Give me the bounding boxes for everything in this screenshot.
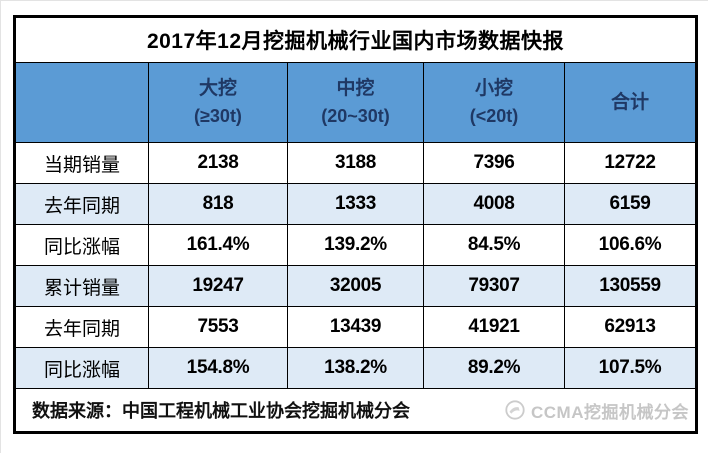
column-header-label: 小挖 <box>474 77 513 99</box>
cell-value: 154.8% <box>148 347 288 389</box>
table-row-yoy-growth: 同比涨幅 161.4% 139.2% 84.5% 106.6% <box>14 224 697 266</box>
cell-value: 12722 <box>564 142 697 184</box>
row-label: 去年同期 <box>14 183 149 225</box>
cell-value: 32005 <box>287 265 424 307</box>
column-header-empty <box>14 62 149 143</box>
table-row-current-sales: 当期销量 2138 3188 7396 12722 <box>14 142 697 184</box>
cell-value: 79307 <box>423 265 565 307</box>
cell-value: 7396 <box>423 142 565 184</box>
cell-value: 7553 <box>148 306 288 348</box>
data-source-text: 数据来源：中国工程机械工业协会挖掘机械分会 <box>32 401 410 421</box>
table-row-cumulative-yoy-growth: 同比涨幅 154.8% 138.2% 89.2% 107.5% <box>14 347 697 389</box>
column-header-small-excavator: 小挖 (<20t) <box>423 62 565 143</box>
cell-value: 62913 <box>564 306 697 348</box>
column-header-range: (≥30t) <box>194 106 242 127</box>
cell-value: 107.5% <box>564 347 697 389</box>
column-header-label: 合计 <box>610 91 649 113</box>
cell-value: 138.2% <box>287 347 424 389</box>
column-header-range: (<20t) <box>469 106 519 127</box>
cell-value: 4008 <box>423 183 565 225</box>
cell-value: 84.5% <box>423 224 565 266</box>
footer: 数据来源：中国工程机械工业协会挖掘机械分会 CCMA挖掘机械分会 <box>16 397 695 423</box>
cell-value: 2138 <box>148 142 288 184</box>
column-header-label: 中挖 <box>336 77 375 99</box>
watermark-text: CCMA挖掘机械分会 <box>531 402 689 422</box>
cell-value: 19247 <box>148 265 288 307</box>
watermark: CCMA挖掘机械分会 <box>504 398 689 423</box>
row-label: 累计销量 <box>14 265 149 307</box>
cell-value: 41921 <box>423 306 565 348</box>
cell-value: 89.2% <box>423 347 565 389</box>
cell-value: 139.2% <box>287 224 424 266</box>
page-title: 2017年12月挖掘机械行业国内市场数据快报 <box>14 16 697 63</box>
column-header-total: 合计 <box>564 62 697 143</box>
table-footer-row: 数据来源：中国工程机械工业协会挖掘机械分会 CCMA挖掘机械分会 <box>14 388 697 433</box>
cell-value: 130559 <box>564 265 697 307</box>
row-label: 同比涨幅 <box>14 224 149 266</box>
cell-value: 161.4% <box>148 224 288 266</box>
cell-value: 3188 <box>287 142 424 184</box>
cell-value: 106.6% <box>564 224 697 266</box>
ccma-logo-icon <box>505 400 525 420</box>
cell-value: 13439 <box>287 306 424 348</box>
column-header-large-excavator: 大挖 (≥30t) <box>148 62 288 143</box>
cell-value: 6159 <box>564 183 697 225</box>
row-label: 当期销量 <box>14 142 149 184</box>
row-label: 去年同期 <box>14 306 149 348</box>
table-row-cumulative-sales: 累计销量 19247 32005 79307 130559 <box>14 265 697 307</box>
column-header-label: 大挖 <box>198 77 237 99</box>
column-header-range: (20~30t) <box>321 106 390 127</box>
market-data-table: 2017年12月挖掘机械行业国内市场数据快报 大挖 (≥30t) 中挖 (20~… <box>13 15 698 434</box>
table-row-last-year-cumulative: 去年同期 7553 13439 41921 62913 <box>14 306 697 348</box>
cell-value: 1333 <box>287 183 424 225</box>
table-header-row: 大挖 (≥30t) 中挖 (20~30t) 小挖 (<20t) 合计 <box>14 62 697 143</box>
column-header-medium-excavator: 中挖 (20~30t) <box>287 62 424 143</box>
row-label: 同比涨幅 <box>14 347 149 389</box>
table-title-row: 2017年12月挖掘机械行业国内市场数据快报 <box>14 16 697 63</box>
table-row-last-year-period: 去年同期 818 1333 4008 6159 <box>14 183 697 225</box>
cell-value: 818 <box>148 183 288 225</box>
